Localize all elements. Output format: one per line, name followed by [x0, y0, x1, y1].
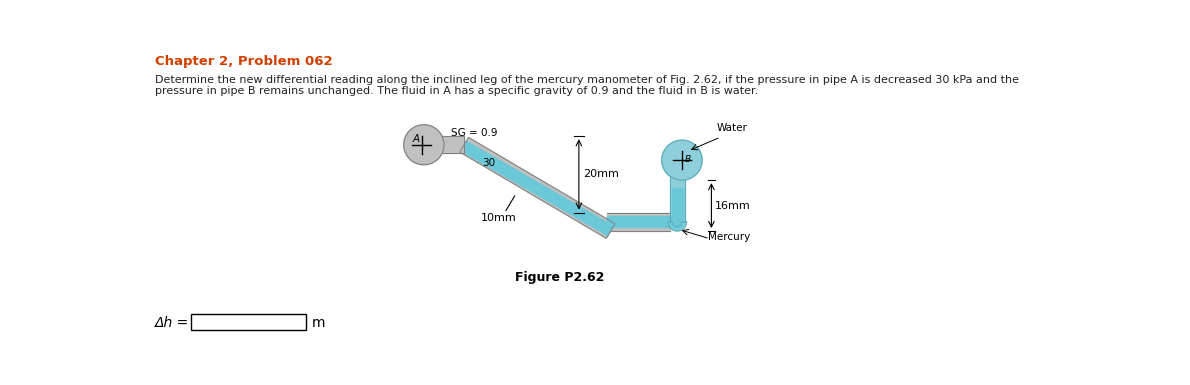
- Text: Determine the new differential reading along the inclined leg of the mercury man: Determine the new differential reading a…: [155, 75, 1019, 85]
- Text: m: m: [312, 316, 325, 330]
- Text: Water: Water: [716, 123, 747, 133]
- Polygon shape: [668, 222, 687, 231]
- Polygon shape: [441, 136, 464, 153]
- Text: SG = 0.9: SG = 0.9: [451, 127, 497, 137]
- FancyBboxPatch shape: [192, 314, 306, 330]
- Text: 16mm: 16mm: [715, 201, 751, 211]
- Polygon shape: [670, 222, 684, 229]
- Text: 10mm: 10mm: [481, 213, 516, 223]
- Circle shape: [403, 125, 444, 165]
- Text: A: A: [413, 134, 420, 144]
- Text: Δh =: Δh =: [155, 316, 189, 330]
- Circle shape: [662, 140, 702, 180]
- Text: 30: 30: [482, 158, 495, 168]
- Text: Chapter 2, Problem 062: Chapter 2, Problem 062: [155, 55, 332, 69]
- Polygon shape: [462, 142, 613, 236]
- Polygon shape: [459, 137, 615, 238]
- Text: 20mm: 20mm: [583, 169, 620, 179]
- Text: pressure in pipe B remains unchanged. The fluid in A has a specific gravity of 0: pressure in pipe B remains unchanged. Th…: [155, 86, 758, 96]
- Text: Figure P2.62: Figure P2.62: [515, 271, 605, 284]
- Text: B: B: [684, 155, 690, 164]
- Text: Mercury: Mercury: [708, 232, 751, 242]
